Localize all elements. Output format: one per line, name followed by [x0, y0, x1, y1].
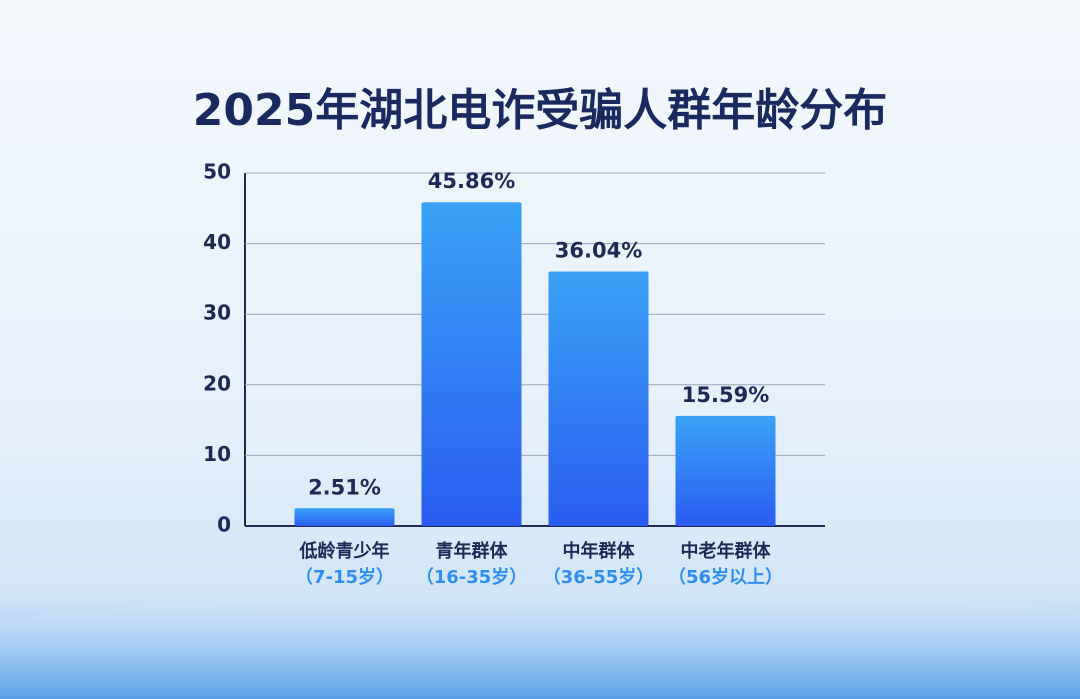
- bar: [548, 271, 649, 526]
- value-label: 45.86%: [428, 169, 515, 193]
- bar: [421, 202, 522, 526]
- y-tick-label: 20: [203, 371, 231, 395]
- background-wave: [0, 587, 1080, 699]
- y-tick-label: 50: [203, 160, 231, 184]
- x-tick-note: （16-35岁）: [416, 566, 528, 588]
- y-tick-label: 0: [217, 513, 231, 537]
- x-tick-label: 中老年群体: [681, 540, 772, 562]
- x-tick-note: （7-15岁）: [295, 566, 394, 588]
- y-tick-label: 10: [203, 442, 231, 466]
- value-label: 15.59%: [682, 383, 769, 407]
- value-label: 36.04%: [555, 239, 642, 263]
- bar: [294, 508, 395, 526]
- x-tick-note: （36-55岁）: [543, 566, 655, 588]
- x-tick-label: 中年群体: [563, 540, 636, 562]
- x-tick-label: 青年群体: [436, 540, 509, 562]
- y-tick-label: 40: [203, 230, 231, 254]
- chart-title: 2025年湖北电诈受骗人群年龄分布: [193, 85, 887, 136]
- x-tick-note: （56岁以上）: [668, 566, 783, 588]
- y-tick-label: 30: [203, 301, 231, 325]
- x-tick-label: 低龄青少年: [299, 540, 390, 562]
- value-label: 2.51%: [308, 475, 381, 499]
- bar: [675, 415, 776, 526]
